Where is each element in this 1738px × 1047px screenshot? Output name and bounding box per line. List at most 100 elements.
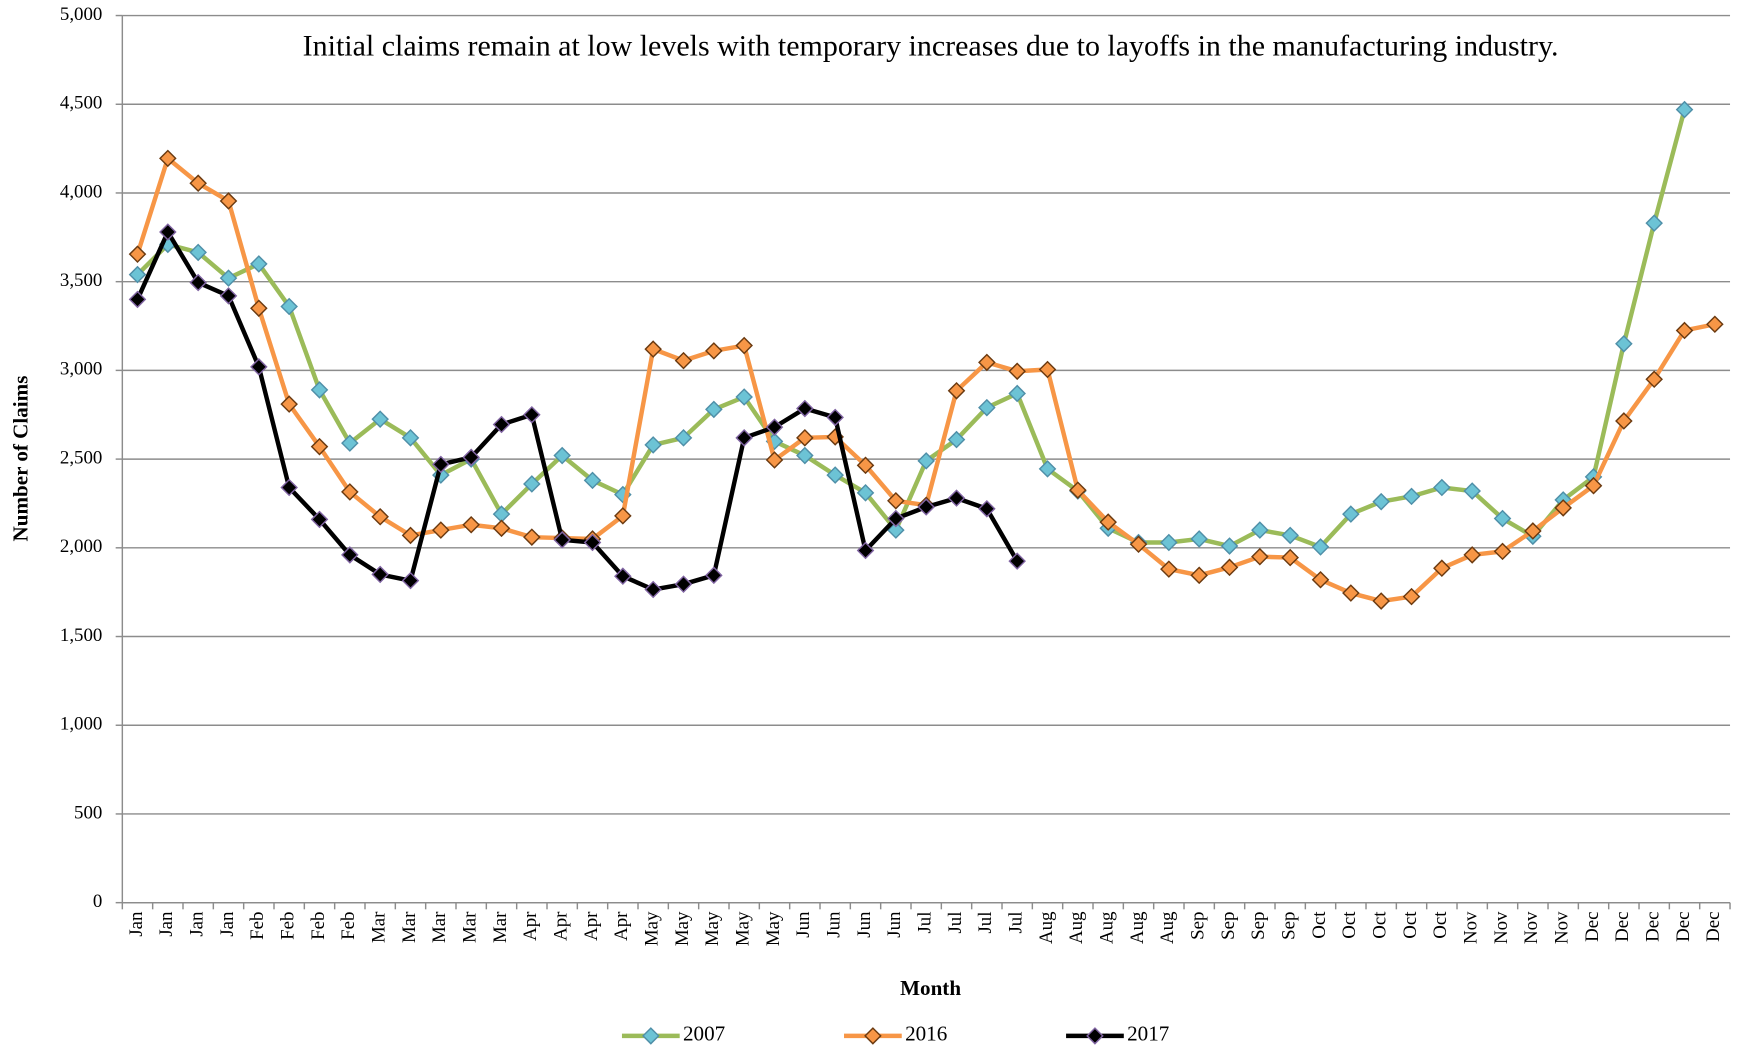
data-point xyxy=(189,273,207,292)
y-tick-label: 500 xyxy=(74,802,102,823)
data-point xyxy=(341,434,359,452)
x-tick-label: May xyxy=(702,911,723,946)
x-tick-label: Jul xyxy=(915,912,936,934)
y-tick-label: 5,000 xyxy=(60,4,102,25)
data-point xyxy=(462,448,480,467)
x-tick-label: Oct xyxy=(1339,911,1360,939)
data-point xyxy=(401,571,420,590)
data-point xyxy=(1706,315,1724,334)
legend-marker xyxy=(1086,1027,1104,1045)
data-point xyxy=(401,429,420,447)
x-tick-label: Oct xyxy=(1400,911,1421,939)
data-point xyxy=(1190,566,1208,585)
data-point xyxy=(219,192,238,210)
data-point xyxy=(826,466,844,484)
data-point xyxy=(1129,535,1148,554)
data-point xyxy=(1493,542,1512,561)
x-tick-label: Jun xyxy=(824,911,845,938)
data-point xyxy=(1433,478,1451,497)
data-point xyxy=(1675,100,1694,119)
x-tick-label: May xyxy=(642,911,663,946)
data-point xyxy=(856,484,875,502)
x-tick-label: Dec xyxy=(1582,912,1603,942)
data-point xyxy=(1160,533,1178,552)
data-point xyxy=(1463,546,1481,564)
data-point xyxy=(1220,558,1239,577)
x-axis-title: Month xyxy=(900,976,961,1000)
data-point xyxy=(1493,509,1512,528)
data-point xyxy=(947,489,966,507)
data-point xyxy=(159,149,177,168)
x-tick-label: Apr xyxy=(611,911,632,941)
legend-marker xyxy=(864,1027,882,1045)
data-point xyxy=(1372,492,1390,511)
x-tick-label: Jan xyxy=(126,911,147,937)
y-tick-label: 0 xyxy=(93,891,102,912)
data-point xyxy=(189,243,207,262)
x-tick-label: Jan xyxy=(217,911,238,937)
data-point xyxy=(583,471,602,490)
data-point xyxy=(917,452,935,470)
data-point xyxy=(856,456,875,475)
x-tick-label: Mar xyxy=(429,911,450,943)
data-point xyxy=(1190,530,1208,548)
data-point xyxy=(796,446,814,465)
data-point xyxy=(796,429,814,447)
data-point xyxy=(947,430,966,449)
y-tick-label: 3,500 xyxy=(60,270,102,291)
y-tick-label: 2,500 xyxy=(60,447,102,468)
data-point xyxy=(644,436,662,454)
data-point xyxy=(401,526,420,545)
data-point xyxy=(341,546,359,564)
x-tick-label: Dec xyxy=(1612,912,1633,942)
data-point xyxy=(1463,482,1481,500)
data-point xyxy=(705,342,723,360)
data-point xyxy=(219,269,238,287)
data-point xyxy=(1251,547,1269,566)
data-point xyxy=(1342,505,1360,523)
data-point xyxy=(371,410,389,428)
data-point xyxy=(1584,476,1603,495)
data-point xyxy=(705,566,723,585)
data-point xyxy=(432,521,450,539)
x-tick-label: Mar xyxy=(490,911,511,943)
y-tick-label: 2,000 xyxy=(60,536,102,557)
x-tick-label: Jun xyxy=(854,911,875,938)
data-point xyxy=(856,541,875,560)
legend-label: 2007 xyxy=(683,1022,725,1046)
x-tick-label: Apr xyxy=(581,911,602,941)
x-tick-label: Nov xyxy=(1461,911,1482,944)
data-point xyxy=(280,395,298,413)
x-tick-label: Aug xyxy=(1097,911,1118,944)
data-point xyxy=(371,507,389,526)
data-point xyxy=(674,575,693,593)
data-point xyxy=(250,255,268,273)
data-point xyxy=(887,521,905,539)
data-point xyxy=(614,567,632,585)
x-tick-label: May xyxy=(733,911,754,946)
data-point xyxy=(735,429,753,447)
legend-label: 2016 xyxy=(905,1022,947,1046)
x-tick-label: Apr xyxy=(520,911,541,941)
data-point xyxy=(219,287,238,305)
data-point xyxy=(1311,538,1330,556)
x-tick-label: Sep xyxy=(1218,912,1239,940)
x-tick-label: Aug xyxy=(1127,911,1148,944)
data-point xyxy=(553,446,571,465)
y-tick-label: 3,000 xyxy=(60,359,102,380)
data-point xyxy=(1311,570,1330,589)
data-point xyxy=(1433,559,1451,578)
x-tick-label: Apr xyxy=(551,911,572,941)
data-point xyxy=(978,398,996,417)
x-tick-label: Feb xyxy=(277,912,298,940)
data-point xyxy=(432,455,450,474)
data-point xyxy=(310,381,329,399)
data-point xyxy=(887,509,905,528)
data-point xyxy=(796,399,814,418)
data-point xyxy=(462,515,480,534)
x-tick-label: Nov xyxy=(1521,911,1542,944)
data-point xyxy=(371,565,389,584)
data-point xyxy=(674,429,693,447)
x-tick-label: Aug xyxy=(1036,911,1057,944)
data-point xyxy=(674,351,693,370)
